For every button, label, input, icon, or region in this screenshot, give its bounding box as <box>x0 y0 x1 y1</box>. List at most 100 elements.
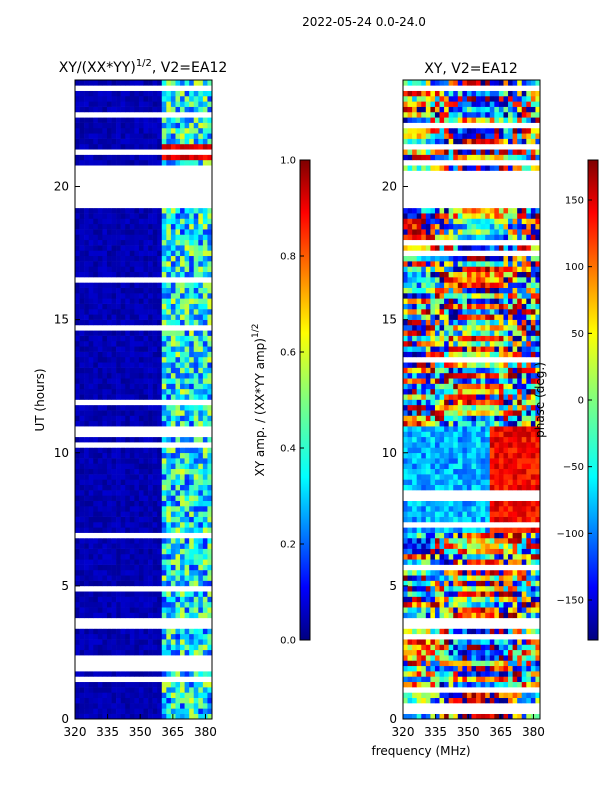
heatmap-cell <box>498 649 504 656</box>
heatmap-cell <box>476 596 481 603</box>
heatmap-cell <box>111 101 117 107</box>
heatmap-cell <box>143 362 149 368</box>
heatmap-cell <box>111 335 117 342</box>
heatmap-cell <box>138 111 144 118</box>
heatmap-cell <box>535 687 541 693</box>
heatmap-cell <box>430 617 436 624</box>
heatmap-cell <box>116 447 121 454</box>
heatmap-cell <box>75 548 80 555</box>
heatmap-cell <box>134 340 140 347</box>
heatmap-cell <box>111 117 117 123</box>
heatmap-cell <box>143 607 149 613</box>
heatmap-cell <box>466 575 472 581</box>
heatmap-cell <box>84 511 89 517</box>
heatmap-cell <box>175 394 181 400</box>
heatmap-cell <box>138 511 144 517</box>
heatmap-cell <box>125 692 131 699</box>
heatmap-cell <box>202 506 208 512</box>
heatmap-cell <box>180 585 185 592</box>
heatmap-cell <box>157 479 163 486</box>
heatmap-cell <box>530 596 536 603</box>
heatmap-cell <box>202 575 208 581</box>
heatmap-cell <box>485 495 491 501</box>
heatmap-cell <box>102 122 108 129</box>
heatmap-cell <box>88 697 94 704</box>
heatmap-cell <box>425 607 431 613</box>
heatmap-cell <box>512 521 518 528</box>
heatmap-cell <box>193 191 199 198</box>
heatmap-cell <box>97 340 103 347</box>
heatmap-cell <box>116 575 121 581</box>
heatmap-cell <box>129 149 135 155</box>
heatmap-cell <box>198 223 204 230</box>
heatmap-cell <box>157 261 163 267</box>
heatmap-cell <box>198 671 204 677</box>
heatmap-cell <box>120 266 126 273</box>
heatmap-cell <box>530 553 536 560</box>
heatmap-cell <box>166 335 172 342</box>
heatmap-cell <box>512 527 518 533</box>
heatmap-cell <box>462 484 468 491</box>
heatmap-cell <box>120 106 126 113</box>
heatmap-cell <box>161 458 167 464</box>
heatmap-cell <box>157 394 163 400</box>
heatmap-cell <box>166 490 172 496</box>
heatmap-cell <box>175 314 181 320</box>
heatmap-cell <box>202 511 208 517</box>
heatmap-cell <box>102 394 108 400</box>
heatmap-cell <box>161 213 167 219</box>
heatmap-cell <box>97 532 103 539</box>
heatmap-cell <box>175 245 181 251</box>
heatmap-cell <box>480 633 486 640</box>
heatmap-cell <box>166 202 172 209</box>
heatmap-cell <box>471 591 477 597</box>
heatmap-cell <box>453 511 459 517</box>
heatmap-cell <box>97 191 103 198</box>
heatmap-cell <box>106 127 112 134</box>
heatmap-cell <box>184 506 190 512</box>
heatmap-cell <box>166 181 172 187</box>
heatmap-cell <box>526 537 532 544</box>
heatmap-cell <box>84 404 89 411</box>
heatmap-cell <box>116 111 121 118</box>
heatmap-cell <box>480 660 486 667</box>
heatmap-cell <box>403 484 408 491</box>
heatmap-cell <box>476 585 481 592</box>
heatmap-cell <box>88 95 94 102</box>
heatmap-cell <box>148 420 153 427</box>
heatmap-cell <box>202 362 208 368</box>
heatmap-cell <box>198 399 204 406</box>
heatmap-cell <box>175 420 181 427</box>
heatmap-cell <box>444 516 449 523</box>
heatmap-cell <box>129 404 135 411</box>
heatmap-cell <box>111 687 117 693</box>
heatmap-cell <box>111 186 117 193</box>
heatmap-cell <box>143 80 149 86</box>
heatmap-cell <box>166 553 172 560</box>
heatmap-cell <box>170 692 176 699</box>
heatmap-cell <box>93 420 99 427</box>
heatmap-cell <box>134 484 140 491</box>
heatmap-cell <box>79 692 85 699</box>
heatmap-cell <box>512 511 518 517</box>
heatmap-cell <box>412 655 417 661</box>
heatmap-cell <box>116 207 121 214</box>
heatmap-cell <box>444 612 449 619</box>
heatmap-cell <box>521 591 527 597</box>
heatmap-cell <box>125 623 131 629</box>
heatmap-cell <box>453 580 459 587</box>
heatmap-cell <box>444 671 449 677</box>
heatmap-cell <box>521 676 527 683</box>
heatmap-cell <box>125 165 131 171</box>
heatmap-cell <box>120 335 126 342</box>
heatmap-cell <box>79 394 85 400</box>
heatmap-cell <box>84 277 89 283</box>
heatmap-cell <box>439 649 445 656</box>
heatmap-cell <box>161 623 167 629</box>
heatmap-cell <box>457 580 463 587</box>
heatmap-cell <box>166 500 172 507</box>
heatmap-cell <box>102 213 108 219</box>
heatmap-cell <box>184 569 190 576</box>
heatmap-cell <box>157 703 163 709</box>
heatmap-cell <box>125 564 131 571</box>
